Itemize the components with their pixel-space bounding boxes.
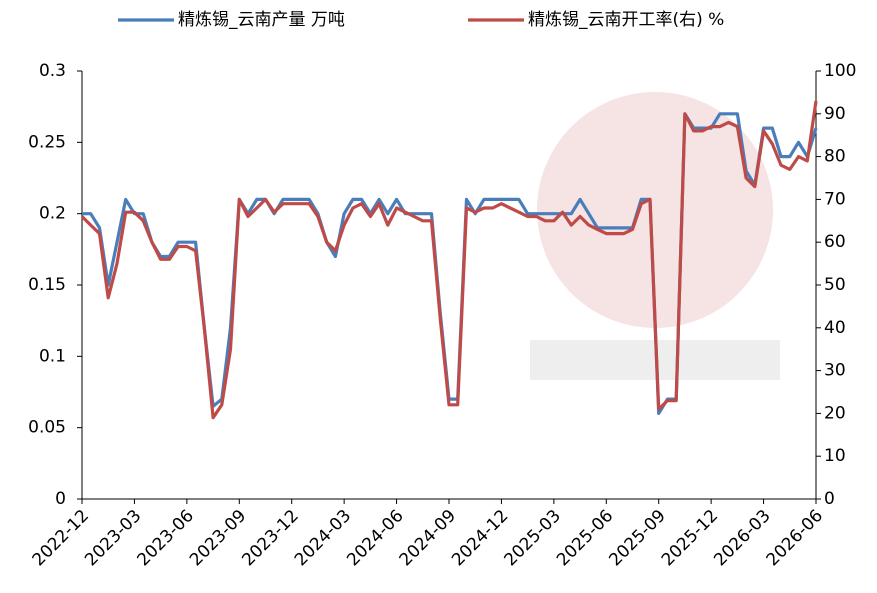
y2-tick-label: 70 <box>824 189 846 209</box>
x-tick-label: 2025-03 <box>501 506 565 570</box>
y2-tick-label: 60 <box>824 232 846 252</box>
y-tick-label: 0.05 <box>28 418 66 438</box>
line-series <box>80 100 818 420</box>
x-tick-label: 2022-12 <box>29 506 93 570</box>
x-tick-label: 2024-03 <box>291 506 355 570</box>
y2-tick-label: 40 <box>824 318 846 338</box>
x-tick-label: 2023-06 <box>134 506 198 570</box>
y-tick-label: 0.15 <box>28 275 66 295</box>
x-tick-label: 2023-09 <box>186 506 250 570</box>
x-tick-label: 2024-06 <box>343 506 407 570</box>
x-tick-label: 2024-09 <box>396 506 460 570</box>
x-tick-label: 2024-12 <box>448 506 512 570</box>
y2-tick-label: 10 <box>824 446 846 466</box>
y2-tick-label: 20 <box>824 403 846 423</box>
watermark <box>537 92 773 328</box>
y-tick-label: 0.3 <box>39 61 66 81</box>
x-tick-label: 2025-06 <box>553 506 617 570</box>
legend-label: 精炼锡_云南开工率(右) % <box>528 10 724 30</box>
y2-tick-label: 80 <box>824 147 846 167</box>
x-tick-label: 2026-06 <box>763 506 827 570</box>
x-tick-label: 2025-09 <box>605 506 669 570</box>
y2-tick-label: 100 <box>824 61 856 81</box>
y-tick-label: 0 <box>55 489 66 509</box>
y-tick-label: 0.1 <box>39 346 66 366</box>
y2-tick-label: 30 <box>824 361 846 381</box>
x-tick-label: 2025-12 <box>658 506 722 570</box>
x-tick-label: 2026-03 <box>710 506 774 570</box>
x-tick-label: 2023-03 <box>81 506 145 570</box>
y-tick-label: 0.2 <box>39 204 66 224</box>
y-tick-label: 0.25 <box>28 132 66 152</box>
y2-tick-label: 50 <box>824 275 846 295</box>
y2-tick-label: 90 <box>824 104 846 124</box>
x-tick-label: 2023-12 <box>238 506 302 570</box>
y2-tick-label: 0 <box>824 489 835 509</box>
legend-label: 精炼锡_云南产量 万吨 <box>178 10 345 30</box>
